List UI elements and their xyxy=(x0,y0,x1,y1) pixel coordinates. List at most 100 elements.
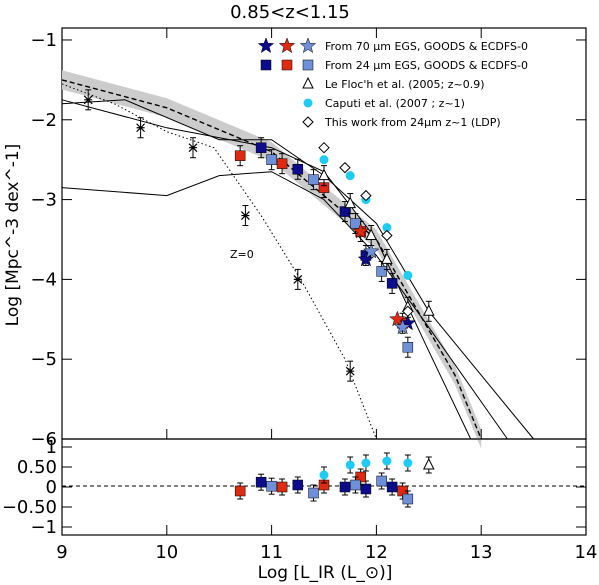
data-point-7-1 xyxy=(345,171,355,181)
data-point-1-0 xyxy=(234,150,246,161)
residual-point-2-3 xyxy=(376,475,387,487)
data-point-8-0 xyxy=(318,142,330,154)
x-tick-label-2: 11 xyxy=(260,542,283,563)
res-tick-label-2: 0 xyxy=(46,477,57,498)
data-point-2-0 xyxy=(266,154,277,165)
data-point-5-1 xyxy=(394,318,411,335)
legend-circle xyxy=(303,98,313,108)
main-panel: −1 −2 −3 −4 −5 −6 Z=0 xyxy=(30,27,587,450)
data-point-2-1 xyxy=(308,174,319,185)
legend-diamond xyxy=(302,116,314,128)
data-point-9-2 xyxy=(188,143,198,153)
res-tick-label-4: 1 xyxy=(46,437,57,458)
data-point-9-5 xyxy=(345,366,355,376)
legend-square-light xyxy=(302,59,314,71)
data-point-6-3 xyxy=(381,252,393,264)
legend-star-light xyxy=(299,37,317,54)
x-tick-label-3: 12 xyxy=(365,542,388,563)
data-point-2-2 xyxy=(350,218,361,229)
x-tick-label-4: 13 xyxy=(470,542,493,563)
legend-triangle xyxy=(302,76,314,89)
residual-point-0-2 xyxy=(339,481,351,493)
x-tick-label-1: 10 xyxy=(155,542,178,563)
data-point-8-1 xyxy=(339,161,351,174)
data-point-7-3 xyxy=(382,223,392,233)
model-curve-3 xyxy=(61,99,534,440)
legend-label-3: Caputi et al. (2007 ; z~1) xyxy=(325,97,465,110)
residual-point-0-3 xyxy=(360,483,372,495)
residual-point-3-0 xyxy=(319,470,329,480)
data-point-8-3 xyxy=(381,229,393,242)
y-tick-label-1: −2 xyxy=(30,110,57,131)
main-axis-ticks: −1 −2 −3 −4 −5 −6 xyxy=(30,30,586,450)
data-point-1-1 xyxy=(276,158,288,169)
legend-label-2: Le Floc'h et al. (2005; z~0.9) xyxy=(325,78,484,91)
legend-label-1: From 24 μm EGS, GOODS & ECDFS-0 xyxy=(325,59,528,72)
data-point-8-2 xyxy=(360,189,372,202)
legend-star-red xyxy=(278,37,296,54)
legend-label-4: This work from 24μm z~1 (LDP) xyxy=(324,116,501,129)
res-tick-label-1: −0.50 xyxy=(2,497,57,518)
main-plot-frame xyxy=(61,27,587,440)
data-point-9-3 xyxy=(240,211,250,220)
data-point-8-4 xyxy=(402,305,414,318)
residual-point-0-1 xyxy=(292,479,304,491)
data-point-7-4 xyxy=(403,270,413,280)
residual-point-1-0 xyxy=(234,485,246,497)
legend-label-0: From 70 μm EGS, GOODS & ECDFS-0 xyxy=(325,40,528,53)
z0-annotation: Z=0 xyxy=(230,248,254,261)
model-curve-0 xyxy=(61,79,482,440)
data-point-0-4 xyxy=(386,278,398,289)
legend-star-dark xyxy=(257,37,275,54)
residual-point-1-1 xyxy=(276,481,288,493)
data-point-9-4 xyxy=(293,274,303,284)
residual-point-2-1 xyxy=(308,487,319,499)
residual-point-2-0 xyxy=(266,480,277,492)
data-point-6-1 xyxy=(344,196,357,209)
data-points xyxy=(83,89,435,382)
data-point-0-1 xyxy=(292,164,304,175)
data-point-7-0 xyxy=(319,155,329,165)
residual-point-4-0 xyxy=(422,457,435,470)
x-tick-label-0: 9 xyxy=(56,542,67,563)
residual-point-3-1 xyxy=(345,460,355,470)
residual-point-2-2 xyxy=(350,479,361,491)
data-point-6-2 xyxy=(365,228,377,240)
residual-point-0-0 xyxy=(255,476,267,488)
res-tick-label-0: −1 xyxy=(30,517,57,538)
y-tick-label-5: −6 xyxy=(30,429,57,450)
residual-point-3-3 xyxy=(382,456,392,466)
data-point-0-0 xyxy=(255,142,267,153)
data-point-9-0 xyxy=(83,95,93,105)
x-axis-ticks: 9 10 11 12 13 14 xyxy=(56,28,597,563)
data-point-9-1 xyxy=(136,123,146,133)
y-tick-label-0: −1 xyxy=(30,30,57,51)
y-axis-title: Log [Mpc^-3 dex^-1] xyxy=(3,144,23,327)
residual-point-2-4 xyxy=(402,493,414,505)
data-point-6-0 xyxy=(318,168,330,181)
res-tick-label-3: 0.50 xyxy=(17,457,57,478)
data-point-2-3 xyxy=(376,266,387,277)
data-point-4-1 xyxy=(389,310,406,327)
data-point-4-0 xyxy=(352,222,369,239)
residual-points xyxy=(234,452,435,508)
y-tick-label-3: −4 xyxy=(30,269,57,290)
x-axis-title: Log [L_IR (L_⊙)] xyxy=(258,563,393,583)
residual-point-3-4 xyxy=(403,458,413,468)
data-point-6-5 xyxy=(422,304,435,316)
data-point-5-0 xyxy=(362,242,380,259)
residual-point-3-2 xyxy=(361,458,371,468)
fit-uncertainty-band xyxy=(62,70,482,449)
legend-square-dark xyxy=(260,59,272,71)
data-point-3-0 xyxy=(357,250,375,267)
data-point-2-4 xyxy=(402,341,414,353)
model-curve-1 xyxy=(61,171,508,440)
residual-point-0-4 xyxy=(386,481,398,493)
legend: From 70 μm EGS, GOODS & ECDFS-0 From 24 μ… xyxy=(257,37,528,129)
legend-square-red xyxy=(281,59,293,71)
y-tick-label-2: −3 xyxy=(30,190,57,211)
x-tick-label-5: 14 xyxy=(575,542,598,563)
